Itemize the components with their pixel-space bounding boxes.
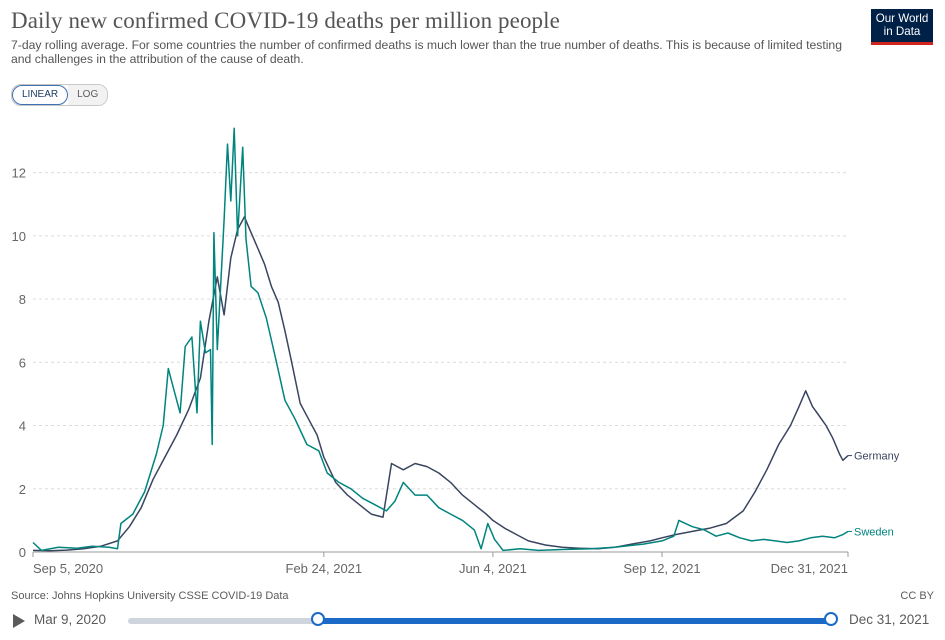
line-chart: 0 2 4 6 8 10 12 Sep 5, 2020 Feb 24, 2021 Jun 4, … [12,127,900,576]
series-label-germany: Germany [854,451,900,463]
y-tick-label: 12 [12,166,26,181]
y-tick-label: 2 [19,482,26,497]
grid-lines [33,172,848,553]
series-lines [32,127,849,552]
x-tick-label: Feb 24, 2021 [286,561,363,576]
x-tick-label: Sep 12, 2021 [623,561,700,576]
license-link[interactable]: CC BY [900,590,934,602]
scale-toggle: LINEAR LOG [11,84,109,106]
timeline-slider: Mar 9, 2020 Dec 31, 2021 [0,606,945,636]
x-axis-ticks: Sep 5, 2020 Feb 24, 2021 Jun 4, 2021 Sep 12… [32,552,849,576]
timeline-end-label: Dec 31, 2021 [849,612,930,627]
series-line-sweden [32,127,849,552]
log-scale-button[interactable]: LOG [68,85,108,105]
y-axis-ticks: 0 2 4 6 8 10 12 [12,166,26,560]
x-tick-label: Dec 31, 2021 [771,561,848,576]
chart-subtitle: 7-day rolling average. For some countrie… [11,38,842,66]
series-labels: Germany Sweden [848,451,900,538]
logo-line-2: in Data [883,25,921,38]
source-note: Source: Johns Hopkins University CSSE CO… [11,590,289,602]
y-tick-label: 10 [12,229,26,244]
y-tick-label: 6 [19,355,26,370]
chart-title: Daily new confirmed COVID-19 deaths per … [11,8,560,33]
series-label-sweden: Sweden [854,526,894,538]
linear-scale-button[interactable]: LINEAR [12,85,69,105]
owid-logo[interactable]: Our World in Data [871,9,933,45]
timeline-start-label: Mar 9, 2020 [34,612,107,627]
series-line-germany [32,216,849,552]
timeline-end-handle[interactable] [824,612,838,626]
logo-line-1: Our World [875,12,929,25]
play-icon[interactable] [13,614,25,628]
timeline-track[interactable] [128,618,831,624]
x-tick-label: Jun 4, 2021 [459,561,527,576]
y-tick-label: 0 [19,545,26,560]
timeline-selected-range [317,618,831,624]
y-tick-label: 8 [19,292,26,307]
timeline-start-handle[interactable] [310,612,325,626]
x-tick-label: Sep 5, 2020 [33,561,103,576]
y-tick-label: 4 [19,419,26,434]
